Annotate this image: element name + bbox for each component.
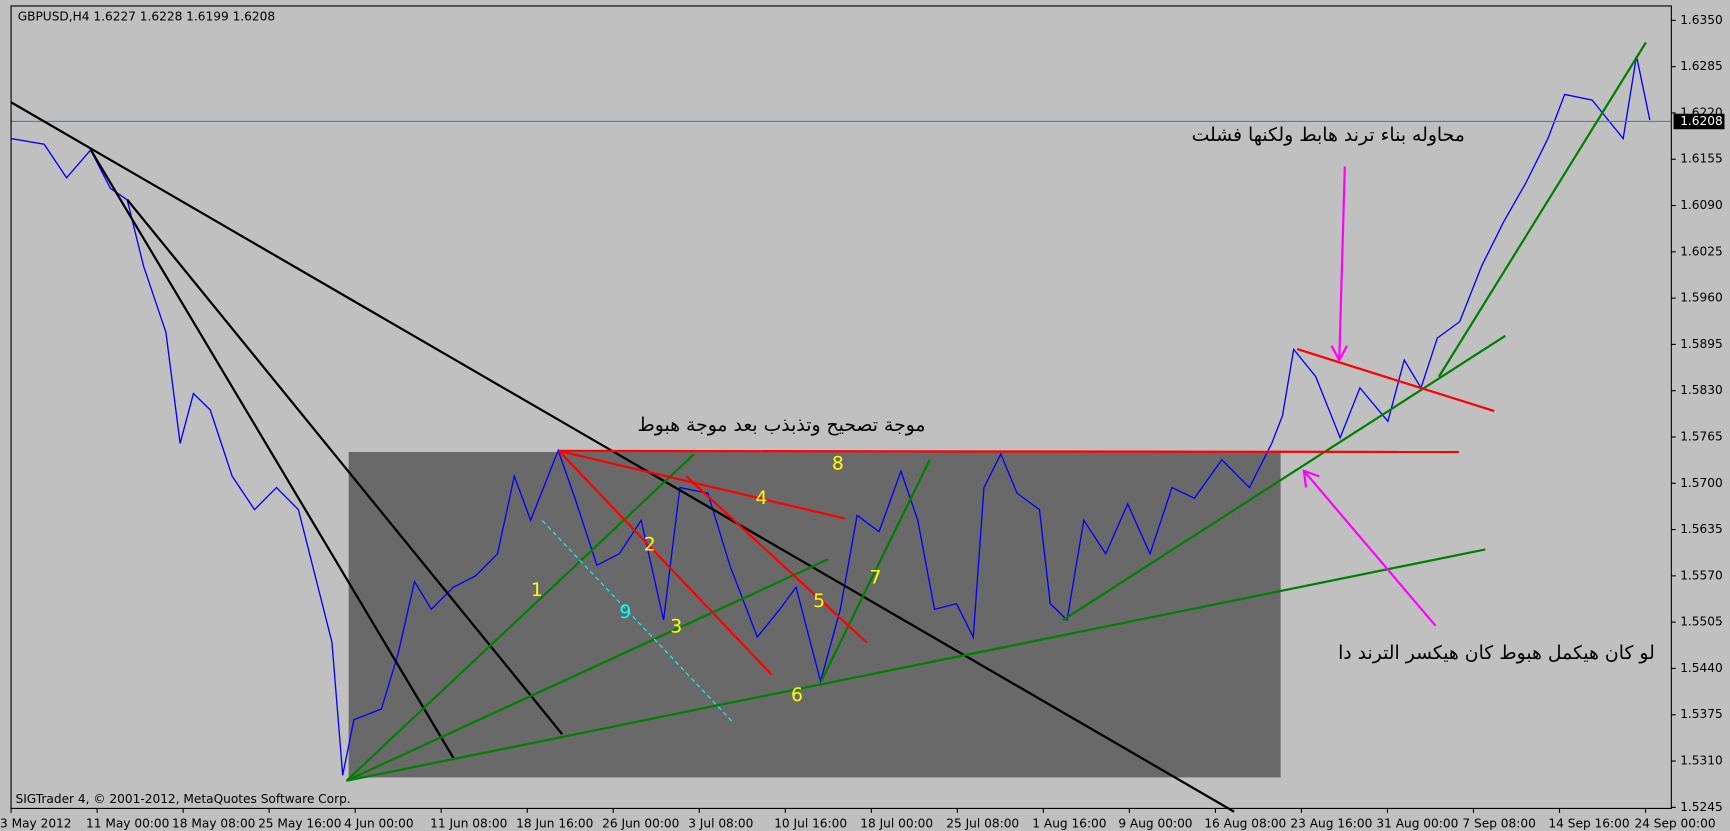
x-tick-label: 16 Aug 08:00 — [1204, 816, 1286, 830]
last-price-label: 1.6208 — [1680, 114, 1723, 128]
price-line — [10, 55, 1651, 776]
x-tick-label: 25 May 16:00 — [258, 816, 341, 830]
x-tick-label: 7 Sep 08:00 — [1462, 816, 1535, 830]
y-tick-label: 1.5505 — [1680, 615, 1723, 629]
magenta-arrows — [1302, 166, 1437, 627]
y-tick-label: 1.6090 — [1680, 198, 1723, 212]
x-tick-label: 14 Sep 16:00 — [1548, 816, 1629, 830]
wave-label: 9 — [619, 602, 631, 623]
y-tick-label: 1.5310 — [1680, 754, 1723, 768]
y-tick-label: 1.6025 — [1680, 244, 1723, 258]
y-tick-label: 1.6155 — [1680, 152, 1723, 166]
y-tick-label: 1.5570 — [1680, 568, 1723, 582]
x-tick-label: 24 Sep 00:00 — [1634, 816, 1715, 830]
red-trendlines — [558, 348, 1495, 676]
x-tick-label: 3 Jul 08:00 — [688, 816, 753, 830]
wave-label: 7 — [870, 568, 882, 589]
y-tick-label: 1.5375 — [1680, 707, 1723, 721]
last-price-box — [1673, 113, 1725, 130]
y-tick-label: 1.5895 — [1680, 337, 1723, 351]
x-tick-label: 4 Jun 00:00 — [344, 816, 414, 830]
y-tick-label: 1.5440 — [1680, 661, 1723, 675]
annotation: موجة تصحيح وتذبذب بعد موجة هبوط — [637, 415, 925, 436]
annotation: محاوله بناء ترند هابط ولكنها فشلت — [1192, 125, 1465, 146]
y-tick-label: 1.5700 — [1680, 476, 1723, 490]
y-tick-label: 1.5635 — [1680, 522, 1723, 536]
wave-label: 5 — [813, 591, 825, 612]
x-tick-label: 31 Aug 00:00 — [1376, 816, 1458, 830]
y-tick-label: 1.5830 — [1680, 383, 1723, 397]
x-tick-label: 18 May 08:00 — [172, 816, 255, 830]
x-tick-label: 18 Jun 16:00 — [516, 816, 593, 830]
x-tick-label: 9 Aug 00:00 — [1118, 816, 1192, 830]
wave-label: 1 — [531, 580, 543, 601]
wave-label: 3 — [670, 616, 682, 637]
plot-frame — [10, 5, 1672, 809]
y-tick-label: 1.5765 — [1680, 429, 1723, 443]
x-tick-label: 11 Jun 08:00 — [430, 816, 507, 830]
green-trendlines — [345, 41, 1647, 782]
x-tick-label: 18 Jul 00:00 — [860, 816, 933, 830]
wave-label: 2 — [644, 535, 656, 556]
y-tick-label: 1.6350 — [1680, 13, 1723, 27]
x-tick-label: 26 Jun 00:00 — [602, 816, 679, 830]
range-box — [348, 452, 1281, 778]
annotation: لو كان هيكمل هبوط كان هيكسر الترند دا — [1338, 643, 1655, 664]
x-tick-label: 3 May 2012 — [0, 816, 72, 830]
x-tick-label: 11 May 00:00 — [86, 816, 169, 830]
y-tick-label: 1.6285 — [1680, 59, 1723, 73]
x-tick-label: 23 Aug 16:00 — [1290, 816, 1372, 830]
x-tick-label: 25 Jul 08:00 — [946, 816, 1019, 830]
x-tick-label: 1 Aug 16:00 — [1032, 816, 1106, 830]
y-tick-label: 1.5960 — [1680, 291, 1723, 305]
chart-title: GBPUSD,H4 1.6227 1.6228 1.6199 1.6208 — [18, 10, 275, 24]
wave-label: 4 — [756, 488, 768, 509]
wave-label: 6 — [791, 685, 803, 706]
footer: SIGTrader 4, © 2001-2012, MetaQuotes Sof… — [15, 792, 350, 806]
x-tick-label: 10 Jul 16:00 — [774, 816, 847, 830]
y-tick-label: 1.5245 — [1680, 800, 1723, 814]
price-layer — [10, 55, 1672, 776]
wave-label: 8 — [832, 454, 844, 475]
